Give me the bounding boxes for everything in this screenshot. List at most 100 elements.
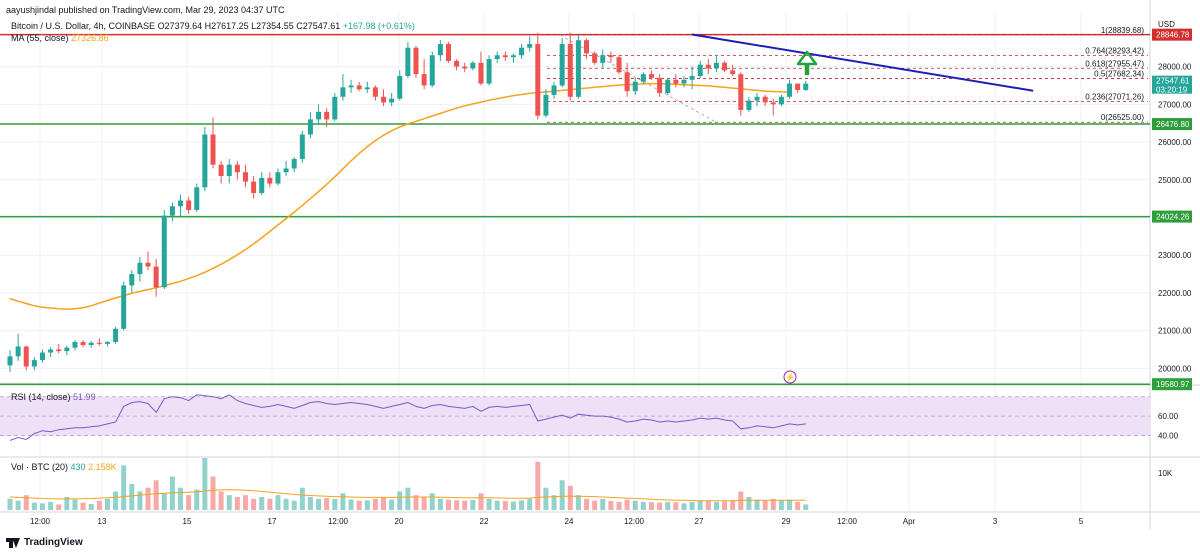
volume-bar [348, 499, 354, 510]
candle-body [640, 74, 646, 82]
ma-value: 27326.86 [71, 33, 109, 43]
level-tag [1152, 28, 1192, 41]
ma-legend[interactable]: MA (55, close) 27326.86 [11, 33, 109, 43]
volume-legend[interactable]: Vol · BTC (20) 430 2.158K [11, 462, 117, 472]
candle-body [381, 96, 387, 103]
candle-body [462, 66, 468, 69]
volume-bar [575, 495, 581, 510]
candle-body [665, 79, 671, 93]
candle-body [145, 262, 151, 267]
price-axis[interactable]: USD20000.0021000.0022000.0023000.0024000… [1152, 20, 1192, 478]
candle-body [104, 341, 110, 344]
candle-body [348, 85, 354, 88]
candle-body [795, 83, 801, 90]
candle-body [267, 177, 273, 184]
rsi-line [9, 394, 806, 441]
volume-bar [486, 498, 492, 510]
price-tick-label: 21000.00 [1158, 327, 1192, 336]
volume-bar [56, 504, 62, 510]
candle-body [673, 79, 679, 84]
time-tick-label: 5 [1079, 517, 1084, 526]
candle-body [624, 72, 630, 92]
volume-bar [186, 495, 192, 510]
time-tick-label: 3 [993, 517, 998, 526]
volume-bar [803, 504, 809, 510]
volume-bar [543, 487, 549, 510]
candle-body [705, 64, 711, 69]
trendline[interactable] [691, 33, 1034, 92]
countdown-label: 03:20:19 [1156, 86, 1188, 95]
candle-body [340, 87, 346, 97]
grid-lines [0, 0, 1200, 530]
volume-bar [210, 476, 216, 510]
candle-body [72, 341, 78, 348]
rsi-pane [0, 394, 1150, 441]
candle-body [567, 43, 573, 97]
volume-bar [15, 500, 21, 510]
volume-bar [746, 497, 752, 510]
candle-body [608, 55, 614, 58]
level-tag-label: 24024.26 [1156, 213, 1190, 222]
candle-body [7, 356, 13, 366]
price-tick-label: 20000.00 [1158, 364, 1192, 373]
volume-bar [722, 501, 728, 510]
volume-bar [616, 501, 622, 510]
tradingview-icon [6, 537, 20, 548]
candle-body [478, 62, 484, 84]
rsi-legend[interactable]: RSI (14, close) 51.99 [11, 392, 96, 402]
price-tick-label: 22000.00 [1158, 289, 1192, 298]
volume-bar [551, 495, 557, 510]
candle-body [787, 83, 793, 97]
volume-bar [770, 498, 776, 510]
currency-label: USD [1158, 20, 1175, 29]
volume-bar [397, 491, 403, 510]
candle-body [299, 134, 305, 160]
volume-bar [23, 495, 29, 510]
candle-body [803, 83, 809, 90]
candle-body [454, 60, 460, 67]
rsi-label: RSI (14, close) [11, 392, 71, 402]
candle-body [80, 341, 86, 346]
volume-bar [372, 498, 378, 510]
up-arrow-icon: ⚡ [783, 50, 818, 384]
candle-body [778, 96, 784, 105]
tradingview-logo[interactable]: TradingView [6, 537, 83, 548]
volume-bar [307, 497, 313, 510]
candle-body [389, 98, 395, 103]
candle-body [153, 266, 159, 288]
time-axis[interactable]: 12:00 13 15 17 12:00 20 22 24 12:00 27 29 12:00 Apr 3… [30, 517, 1084, 526]
volume-bar [795, 501, 801, 510]
candle-body [713, 62, 719, 69]
volume-bar [567, 485, 573, 510]
candle-body [445, 43, 451, 61]
candle-body [429, 55, 435, 86]
volume-bar [462, 500, 468, 510]
volume-bar [48, 501, 54, 510]
candle-body [770, 102, 776, 105]
candle-body [31, 360, 37, 367]
candle-body [600, 55, 606, 63]
fibonacci-retracement[interactable]: 1(28839.68) 0.764(28293.42) 0.618(27955.47… [547, 26, 1148, 123]
candle-body [291, 159, 297, 169]
symbol-legend[interactable]: Bitcoin / U.S. Dollar, 4h, COINBASE O273… [11, 21, 415, 31]
candle-body [39, 352, 45, 361]
volume-bar [648, 502, 654, 510]
volume-bar [640, 501, 646, 510]
volume-bar [478, 493, 484, 510]
volume-bar [527, 498, 533, 510]
candle-body [113, 328, 119, 342]
volume-bar [129, 484, 135, 510]
symbol-name: Bitcoin / U.S. Dollar, 4h, COINBASE [11, 21, 156, 31]
volume-bar [218, 491, 224, 510]
time-tick-label: 12:00 [30, 517, 51, 526]
rsi-value: 51.99 [73, 392, 96, 402]
volume-bar [178, 487, 184, 510]
candle-body [421, 74, 427, 86]
candle-body [746, 100, 752, 110]
volume-label: Vol · BTC (20) [11, 462, 69, 472]
candle-body [251, 181, 257, 193]
volume-bar [681, 503, 687, 510]
volume-bar [121, 465, 127, 510]
volume-bar [7, 498, 13, 510]
